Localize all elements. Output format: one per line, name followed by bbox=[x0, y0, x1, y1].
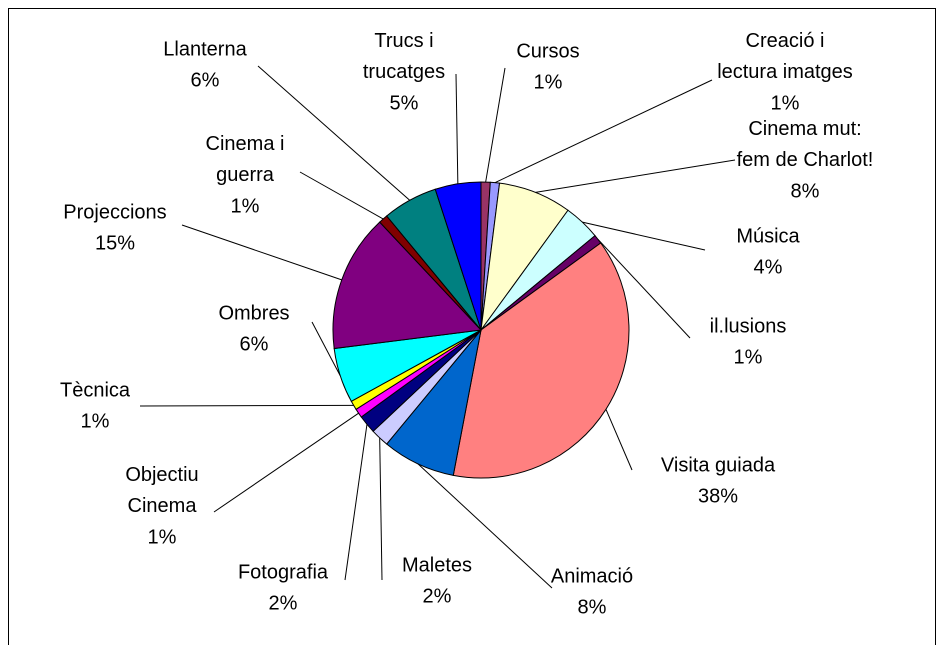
leader-line bbox=[139, 404, 354, 407]
slice-value-label: 1% bbox=[734, 346, 763, 368]
slice-label: Fotografia bbox=[238, 561, 329, 583]
slice-label: Trucs i trucatges bbox=[363, 30, 445, 83]
slice-value-label: 4% bbox=[754, 256, 783, 278]
slice-label: Creació i lectura imatges bbox=[717, 30, 853, 83]
slice-value-label: 5% bbox=[390, 92, 419, 114]
leader-line bbox=[379, 437, 383, 581]
slice-value-label: 1% bbox=[81, 410, 110, 432]
leader-line bbox=[299, 171, 384, 220]
leader-line bbox=[582, 221, 706, 251]
slice-label: Cinema mut: fem de Charlot! bbox=[737, 118, 874, 171]
leader-line bbox=[181, 224, 342, 281]
slice-value-label: 1% bbox=[148, 526, 177, 548]
slice-label: Cinema i guerra bbox=[206, 133, 285, 186]
slice-label: il.lusions bbox=[710, 315, 787, 337]
pie-slice bbox=[332, 221, 483, 350]
leader-line bbox=[257, 65, 411, 201]
leader-line bbox=[535, 159, 736, 193]
slice-label: Ombres bbox=[218, 302, 289, 324]
leader-line bbox=[417, 463, 553, 589]
slice-value-label: 2% bbox=[269, 592, 298, 614]
leader-line bbox=[485, 67, 506, 183]
leader-line bbox=[494, 79, 713, 184]
slice-value-label: 6% bbox=[191, 69, 220, 91]
slice-label: Cursos bbox=[516, 40, 579, 62]
slice-label: Música bbox=[736, 225, 800, 247]
slice-value-label: 1% bbox=[534, 71, 563, 93]
slice-value-label: 15% bbox=[95, 232, 135, 254]
slice-value-label: 38% bbox=[698, 485, 738, 507]
pie-slice bbox=[434, 181, 482, 331]
leader-line bbox=[597, 238, 691, 339]
slice-label: Animació bbox=[551, 565, 633, 587]
pie-slice bbox=[452, 242, 630, 479]
slice-label: Objectiu Cinema bbox=[125, 464, 198, 517]
slice-label: Tècnica bbox=[60, 379, 131, 401]
leader-line bbox=[311, 321, 341, 376]
slice-label: Llanterna bbox=[163, 38, 247, 60]
leader-line bbox=[344, 424, 368, 581]
slice-label: Visita guiada bbox=[661, 454, 776, 476]
slice-value-label: 8% bbox=[578, 596, 607, 618]
chart-frame bbox=[8, 8, 936, 645]
slice-value-label: 1% bbox=[771, 92, 800, 114]
slice-value-label: 6% bbox=[240, 333, 269, 355]
leader-line bbox=[213, 412, 359, 513]
slice-label: Maletes bbox=[402, 554, 472, 576]
leader-line bbox=[455, 73, 459, 184]
slice-value-label: 2% bbox=[423, 585, 452, 607]
slice-value-label: 8% bbox=[791, 180, 820, 202]
slice-label: Projeccions bbox=[63, 201, 166, 223]
slice-value-label: 1% bbox=[231, 195, 260, 217]
leader-line bbox=[605, 409, 633, 471]
